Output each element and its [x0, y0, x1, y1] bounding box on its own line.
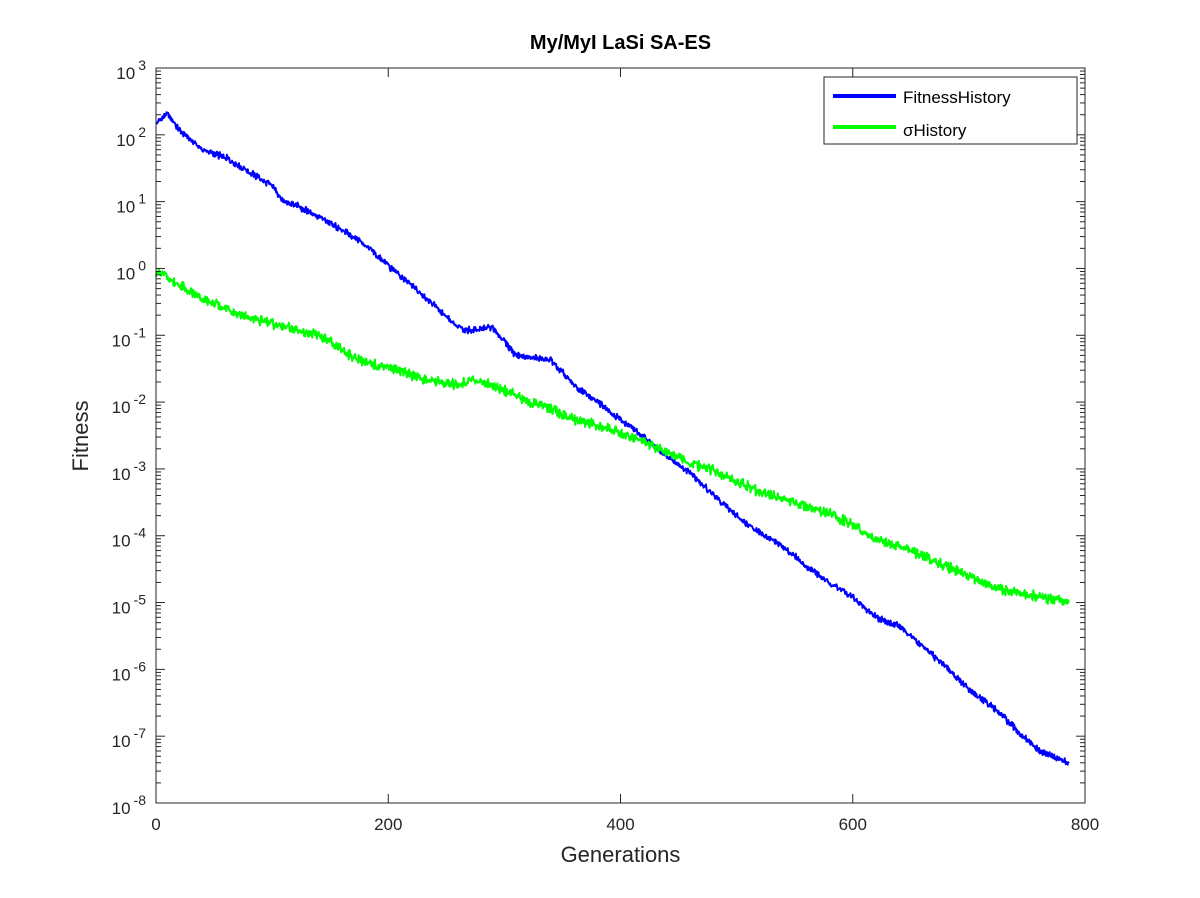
x-tick-label: 800	[1071, 815, 1099, 834]
y-tick-base: 10	[112, 331, 131, 350]
y-tick-exponent: -5	[134, 592, 147, 608]
y-tick-base: 10	[116, 131, 135, 150]
chart-title: My/MyI LaSi SA-ES	[530, 32, 711, 54]
y-tick-label: 10 2	[116, 124, 146, 150]
y-tick-exponent: -1	[134, 324, 147, 340]
y-tick-base: 10	[112, 732, 131, 751]
y-tick-label: 10 -7	[112, 725, 147, 751]
y-tick-exponent: 2	[138, 124, 146, 140]
y-tick-exponent: -4	[134, 525, 147, 541]
y-tick-base: 10	[116, 264, 135, 283]
y-tick-label: 10 -4	[112, 525, 147, 551]
y-tick-base: 10	[116, 64, 135, 83]
y-tick-exponent: -6	[134, 658, 147, 674]
x-tick-label: 200	[374, 815, 402, 834]
legend-label-fitness: FitnessHistory	[903, 88, 1011, 107]
y-tick-exponent: 3	[138, 57, 146, 73]
x-tick-label: 600	[839, 815, 867, 834]
y-tick-base: 10	[112, 398, 131, 417]
y-tick-base: 10	[112, 665, 131, 684]
y-tick-label: 10 1	[116, 191, 146, 217]
legend-box	[823, 76, 1078, 145]
y-tick-exponent: -3	[134, 458, 147, 474]
y-tick-base: 10	[116, 198, 135, 217]
plot-frame	[155, 67, 1086, 804]
y-tick-exponent: -7	[134, 725, 147, 741]
y-tick-label: 10 3	[116, 57, 146, 83]
series-line-sigma-history	[155, 268, 1070, 606]
x-axis-label: Generations	[561, 842, 681, 867]
x-tick-label: 0	[151, 815, 160, 834]
y-tick-exponent: -2	[134, 391, 147, 407]
y-tick-base: 10	[112, 465, 131, 484]
y-axis-label: Fitness	[68, 401, 93, 472]
x-tick-label: 400	[606, 815, 634, 834]
y-tick-label: 10 -5	[112, 592, 147, 618]
y-tick-label: 10 -1	[112, 324, 147, 350]
legend-label-sigma: σHistory	[903, 121, 967, 140]
y-tick-label: 10 0	[116, 257, 146, 283]
series-layer	[155, 111, 1070, 766]
y-tick-base: 10	[112, 799, 131, 818]
y-tick-exponent: 0	[138, 257, 146, 273]
y-tick-label: 10 -8	[112, 792, 147, 818]
y-tick-base: 10	[112, 599, 131, 618]
y-tick-label: 10 -2	[112, 391, 147, 417]
y-tick-exponent: -8	[134, 792, 147, 808]
y-tick-label: 10 -3	[112, 458, 147, 484]
series-line-fitness-history	[155, 111, 1070, 766]
y-tick-base: 10	[112, 532, 131, 551]
y-tick-label: 10 -6	[112, 658, 147, 684]
legend: FitnessHistory σHistory	[823, 76, 1078, 145]
y-tick-exponent: 1	[138, 191, 146, 207]
